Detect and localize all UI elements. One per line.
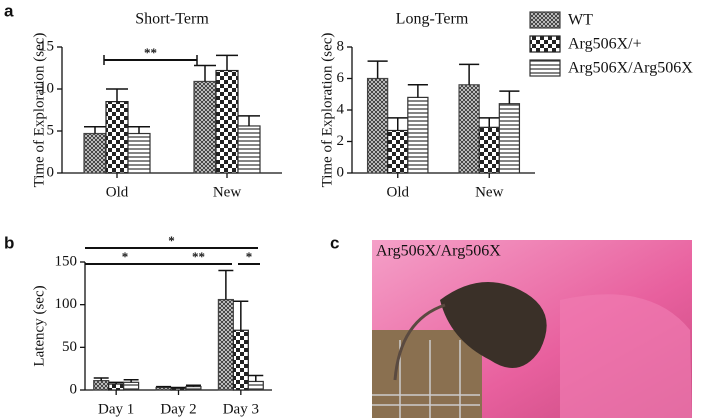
y-axis-label: Latency (sec) [31,285,47,366]
photo: Arg506X/Arg506X [372,240,692,418]
error-bar [84,126,106,134]
y-tick-label: 6 [337,70,345,86]
error-bar [128,126,150,134]
x-tick-label: Day 3 [223,401,259,417]
bar [237,125,261,174]
cage-wire [372,340,480,418]
panel-label: a [4,1,14,20]
x-tick-label: Old [387,184,410,200]
y-tick-label: 8 [337,38,345,54]
glove-finger [560,294,692,418]
significance-label: ** [144,45,157,60]
mouse-tail [393,303,446,381]
bar [193,80,217,174]
bar [108,383,125,391]
bar [127,132,151,174]
bar [458,84,480,174]
legend-swatch [529,11,561,29]
legend-label: Arg506X/+ [568,36,642,53]
error-bar [123,379,139,383]
error-bar [171,386,186,389]
x-tick-label: Old [106,184,129,200]
bedding [372,330,482,418]
error-bar [248,374,264,382]
error-bar [407,84,428,98]
bar [247,380,264,391]
x-tick-label: New [475,184,503,200]
bar [232,329,249,391]
x-tick-label: Day 2 [160,401,196,417]
significance-label: * [168,233,175,248]
significance-label: * [122,249,129,264]
y-tick-label: 15 [39,38,54,54]
error-bar [238,115,260,126]
y-tick-label: 4 [337,101,345,117]
bar [93,380,110,391]
bar [387,129,409,174]
bar [215,69,239,174]
error-bar [499,90,520,104]
legend-swatch [529,35,561,53]
error-bar [367,60,388,79]
y-axis-label: Time of Exploration (sec) [31,33,47,188]
error-bar [93,377,109,381]
bar [366,77,389,174]
panel-label: c [330,233,339,252]
error-bar [459,63,480,85]
legend-swatch [529,59,561,77]
bar [170,387,187,391]
bar [185,385,202,391]
error-bar [106,88,128,102]
y-tick-label: 0 [70,381,78,397]
y-tick-label: 50 [62,339,77,355]
legend-label: Arg506X/Arg506X [568,60,693,77]
error-bar [218,269,234,300]
significance-label: ** [192,249,205,264]
bar [83,132,107,174]
legend-label: WT [568,12,593,29]
mouse [440,282,547,368]
error-bar [194,64,216,82]
photo-label: Arg506X/Arg506X [376,243,501,260]
bar [407,96,429,174]
x-tick-label: Day 1 [98,401,134,417]
error-bar [156,385,172,388]
bar [478,126,500,174]
error-bar [233,300,249,331]
y-tick-label: 150 [55,253,78,269]
error-bar [387,117,408,131]
y-tick-label: 2 [337,133,345,149]
error-bar [185,384,201,387]
error-bar [216,54,238,71]
significance-label: * [246,249,253,264]
chart-title: Long-Term [396,11,469,28]
y-tick-label: 5 [47,122,55,138]
x-tick-label: New [213,184,241,200]
bar [105,100,129,174]
y-axis-label: Time of Exploration (sec) [319,33,335,188]
chart-title: Short-Term [135,11,209,28]
y-tick-label: 0 [47,164,55,180]
y-tick-label: 100 [55,296,78,312]
bar [155,386,172,391]
error-bar [108,381,124,385]
bar [217,298,234,391]
y-tick-label: 0 [337,164,345,180]
panel-label: b [4,233,14,252]
y-tick-label: 10 [39,80,54,96]
bar [498,103,521,174]
bar [123,381,140,391]
error-bar [479,117,500,128]
